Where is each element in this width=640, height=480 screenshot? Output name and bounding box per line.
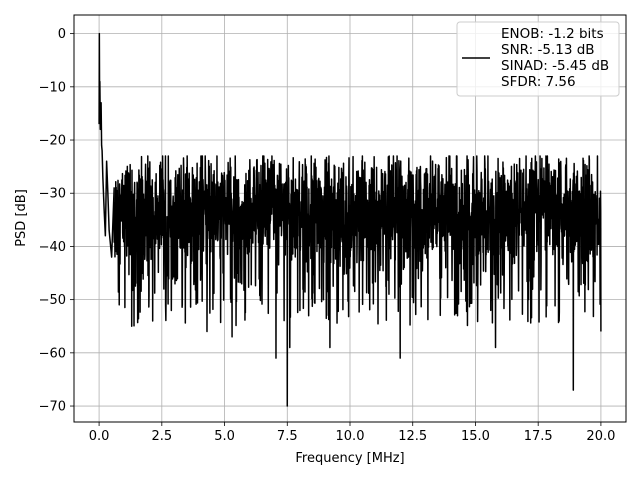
x-tick-label: 0.0	[89, 429, 110, 444]
x-tick-label: 12.5	[398, 429, 427, 444]
y-tick-label: −60	[39, 346, 66, 361]
plot-area	[98, 32, 602, 407]
y-tick-label: −50	[39, 293, 66, 308]
legend-sinad: SINAD: -5.45 dB	[501, 58, 609, 74]
y-tick-label: −20	[39, 134, 66, 149]
legend-enob: ENOB: -1.2 bits	[501, 26, 604, 42]
y-tick-label: −30	[39, 187, 66, 202]
x-tick-label: 5.0	[214, 429, 235, 444]
y-tick-label: 0	[58, 27, 66, 42]
legend: ENOB: -1.2 bits SNR: -5.13 dB SINAD: -5.…	[456, 21, 620, 97]
x-tick-label: 20.0	[586, 429, 615, 444]
y-tick-label: −10	[39, 80, 66, 95]
axes-frame	[73, 14, 627, 423]
x-tick-label: 2.5	[151, 429, 172, 444]
y-axis-label: PSD [dB]	[14, 189, 29, 247]
legend-snr: SNR: -5.13 dB	[501, 42, 595, 58]
legend-sfdr: SFDR: 7.56	[501, 74, 576, 90]
x-axis-label: Frequency [MHz]	[295, 451, 404, 466]
x-tick-label: 10.0	[336, 429, 365, 444]
x-tick-label: 15.0	[461, 429, 490, 444]
y-tick-label: −70	[39, 400, 66, 415]
tick-labels: 0.0 2.5 5.0 7.5 10.0 12.5 15.0 17.5 20.0 0 −10 −20 −…	[39, 27, 616, 444]
legend-box	[456, 21, 620, 97]
x-tick-label: 17.5	[524, 429, 553, 444]
axis-ticks	[70, 33, 602, 426]
x-tick-label: 7.5	[277, 429, 298, 444]
psd-series-line	[98, 32, 602, 407]
y-tick-label: −40	[39, 240, 66, 255]
